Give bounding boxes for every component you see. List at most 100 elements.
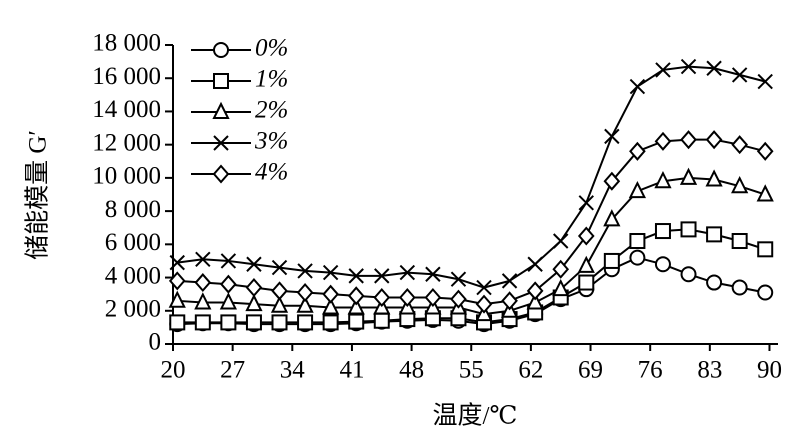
marker bbox=[680, 130, 697, 150]
marker bbox=[577, 255, 595, 273]
marker bbox=[756, 184, 774, 202]
x-tick-label: 90 bbox=[757, 357, 782, 384]
y-tick-label: 6 000 bbox=[105, 229, 161, 256]
marker bbox=[706, 274, 723, 291]
marker bbox=[501, 291, 518, 311]
marker bbox=[245, 293, 263, 312]
x-tick-label: 55 bbox=[459, 357, 484, 384]
y-tick-label: 2 000 bbox=[105, 296, 161, 323]
marker bbox=[220, 314, 237, 331]
marker bbox=[654, 223, 671, 240]
marker bbox=[629, 78, 646, 95]
y-tick-label: 10 000 bbox=[92, 163, 161, 190]
marker bbox=[756, 141, 774, 161]
marker bbox=[731, 279, 748, 296]
marker bbox=[705, 130, 723, 150]
marker bbox=[450, 289, 467, 309]
marker bbox=[246, 256, 262, 272]
marker bbox=[603, 252, 620, 269]
y-tick-label: 0 bbox=[149, 329, 162, 356]
marker bbox=[552, 259, 570, 279]
marker bbox=[374, 268, 390, 284]
marker bbox=[476, 279, 492, 296]
marker bbox=[655, 62, 671, 78]
marker bbox=[706, 226, 723, 243]
x-tick-label: 62 bbox=[518, 357, 543, 384]
y-tick-label: 18 000 bbox=[92, 30, 161, 57]
marker bbox=[212, 101, 230, 119]
marker bbox=[475, 294, 493, 314]
marker bbox=[220, 253, 237, 269]
series-line bbox=[177, 176, 766, 316]
y-tick-label: 4 000 bbox=[105, 262, 161, 289]
marker bbox=[604, 128, 620, 145]
marker bbox=[578, 195, 594, 211]
marker bbox=[757, 284, 774, 301]
marker bbox=[679, 167, 698, 185]
marker bbox=[629, 249, 646, 266]
marker bbox=[245, 278, 263, 298]
marker bbox=[347, 286, 365, 306]
marker bbox=[348, 268, 364, 284]
marker bbox=[373, 312, 390, 329]
x-tick-label: 83 bbox=[697, 357, 722, 384]
marker bbox=[270, 295, 289, 313]
marker bbox=[212, 164, 230, 184]
series-line bbox=[177, 65, 766, 289]
marker bbox=[629, 233, 646, 250]
marker bbox=[629, 141, 646, 161]
marker bbox=[578, 274, 595, 291]
marker bbox=[194, 292, 212, 310]
marker bbox=[347, 297, 365, 315]
marker bbox=[271, 259, 288, 276]
x-tick-label: 34 bbox=[280, 357, 306, 384]
marker bbox=[425, 266, 441, 282]
marker bbox=[169, 254, 185, 271]
marker bbox=[322, 297, 340, 315]
marker bbox=[399, 264, 416, 281]
y-tick-label: 12 000 bbox=[92, 129, 161, 156]
marker bbox=[194, 273, 212, 293]
x-axis-label: 温度/℃ bbox=[433, 402, 518, 430]
marker bbox=[654, 170, 672, 189]
marker bbox=[348, 313, 365, 330]
marker bbox=[168, 271, 186, 291]
x-tick-label: 48 bbox=[399, 357, 424, 384]
marker bbox=[757, 73, 773, 90]
marker bbox=[213, 42, 229, 58]
marker bbox=[213, 73, 229, 89]
marker bbox=[297, 263, 313, 279]
marker bbox=[706, 60, 722, 76]
marker bbox=[220, 274, 237, 294]
marker bbox=[195, 251, 211, 267]
marker bbox=[654, 131, 672, 151]
marker bbox=[322, 284, 339, 304]
marker bbox=[731, 175, 749, 194]
x-tick-label: 69 bbox=[578, 357, 603, 384]
marker bbox=[757, 241, 774, 258]
y-tick-label: 16 000 bbox=[92, 63, 161, 90]
marker bbox=[501, 273, 518, 289]
marker bbox=[245, 314, 262, 331]
marker bbox=[577, 226, 595, 246]
marker bbox=[603, 171, 621, 191]
marker bbox=[731, 135, 748, 155]
y-axis-label: 储能模量 G′ bbox=[24, 130, 52, 260]
x-tick-label: 76 bbox=[638, 357, 663, 384]
marker bbox=[213, 135, 229, 151]
marker bbox=[731, 233, 748, 250]
legend-label: 1% bbox=[255, 66, 288, 93]
legend-label: 4% bbox=[255, 159, 288, 186]
legend-label: 3% bbox=[254, 128, 288, 155]
legend-label: 0% bbox=[255, 35, 288, 62]
x-tick-label: 27 bbox=[220, 357, 245, 384]
marker bbox=[526, 292, 544, 310]
marker bbox=[527, 256, 543, 272]
marker bbox=[731, 67, 748, 83]
series-line bbox=[177, 256, 766, 326]
marker bbox=[219, 292, 238, 310]
marker bbox=[271, 314, 288, 331]
marker bbox=[553, 233, 569, 249]
x-tick-label: 20 bbox=[161, 357, 186, 384]
